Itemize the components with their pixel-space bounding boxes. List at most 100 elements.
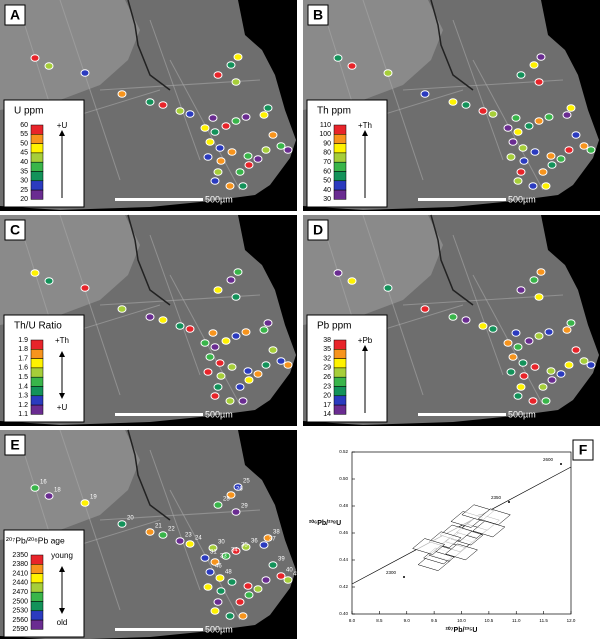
- analysis-spot: [518, 144, 528, 152]
- analysis-spot: [268, 561, 278, 569]
- scale-bar: [115, 413, 203, 416]
- analysis-spot: [478, 322, 488, 330]
- analysis-spot: [283, 576, 293, 584]
- analysis-spot: [231, 508, 241, 516]
- legend-tick: 60: [20, 122, 28, 129]
- legend-tick: 1.4: [18, 383, 28, 390]
- panel: F 8.0 8.5 9.0 9.5 10.0 10.5 11.0 11.5 12.0 0.40 0.4…: [309, 439, 594, 634]
- legend-tick: 30: [323, 196, 331, 203]
- legend-tick: 100: [319, 131, 331, 138]
- analysis-spot: [175, 107, 185, 115]
- analysis-spot: [347, 277, 357, 285]
- arrow-label: +Th: [358, 121, 372, 130]
- legend-swatch: [333, 376, 347, 387]
- analysis-spot: [158, 101, 168, 109]
- scale-bar: [115, 628, 203, 631]
- legend-swatch: [333, 124, 347, 135]
- analysis-spot: [566, 104, 576, 112]
- legend-tick: 2440: [12, 580, 28, 587]
- analysis-spot: [547, 376, 557, 384]
- scale-bar-label: 500µm: [205, 194, 233, 204]
- analysis-spot: [244, 161, 254, 169]
- legend-tick: 1.1: [18, 411, 28, 418]
- analysis-spot: [546, 367, 556, 375]
- spot-label: 23: [185, 533, 192, 539]
- analysis-spot: [546, 152, 556, 160]
- analysis-spot: [268, 131, 278, 139]
- analysis-spot: [562, 326, 572, 334]
- label-box: [307, 219, 329, 241]
- analysis-spot: [263, 534, 273, 542]
- analysis-spot: [208, 544, 218, 552]
- analysis-spot: [524, 337, 534, 345]
- analysis-spot: [556, 155, 566, 163]
- crack: [362, 0, 424, 181]
- analysis-spot: [253, 585, 263, 593]
- label-box: [4, 434, 26, 456]
- analysis-spot: [221, 337, 231, 345]
- analysis-spot: [238, 182, 248, 190]
- panel: D Pb ppm 38 35 32 29 26 23 20 17 14 +Pb 500µm: [303, 214, 600, 426]
- analysis-spot: [571, 346, 581, 354]
- legend-tick: 1.5: [18, 374, 28, 381]
- analysis-spot: [579, 142, 589, 150]
- spot-label: 36: [251, 539, 258, 545]
- legend-swatch: [30, 339, 44, 350]
- analysis-spot: [283, 361, 293, 369]
- legend-tick: 110: [320, 122, 331, 129]
- legend-swatch: [30, 134, 44, 144]
- analysis-spot: [215, 574, 225, 582]
- legend-swatch: [30, 124, 44, 135]
- spot-label: 24: [195, 536, 202, 542]
- scale-bar: [115, 198, 203, 201]
- analysis-spot: [117, 305, 127, 313]
- legend-swatch: [333, 134, 347, 144]
- analysis-spot: [208, 114, 218, 122]
- label-box: [4, 4, 26, 26]
- legend-tick: 2560: [12, 617, 28, 624]
- analysis-spot: [541, 397, 551, 405]
- arrow-head: [59, 351, 65, 357]
- analysis-spot: [530, 148, 540, 156]
- analysis-spot: [213, 598, 223, 606]
- legend-swatch: [333, 189, 347, 200]
- legend-tick: 2410: [12, 570, 28, 577]
- analysis-spot: [80, 69, 90, 77]
- spot-label: 29: [241, 504, 248, 510]
- x-tick-label: 12.0: [567, 618, 576, 623]
- analysis-spot: [158, 316, 168, 324]
- y-tick-label: 0.40: [339, 611, 348, 616]
- legend-swatch: [30, 152, 44, 163]
- analysis-spot: [208, 329, 218, 337]
- legend-tick: 2350: [12, 552, 28, 559]
- panel-label: B: [313, 7, 323, 23]
- analysis-spot: [564, 146, 574, 154]
- fracture: [127, 214, 171, 306]
- legend-tick: 35: [20, 168, 28, 175]
- analysis-spot: [203, 153, 213, 161]
- analysis-spot: [216, 372, 226, 380]
- analysis-spot: [200, 554, 210, 562]
- legend-tick: 1.3: [18, 393, 28, 400]
- analysis-spot: [259, 111, 269, 119]
- analysis-spot: [566, 319, 576, 327]
- legend-swatch: [30, 358, 44, 369]
- analysis-spot: [244, 376, 254, 384]
- arrow-head: [59, 566, 65, 572]
- analysis-spot: [145, 313, 155, 321]
- arrow-head: [59, 130, 65, 136]
- analysis-spot: [383, 69, 393, 77]
- legend-tick: 55: [20, 131, 28, 138]
- analysis-spot: [253, 370, 263, 378]
- analysis-spot: [536, 268, 546, 276]
- spot-label: 22: [168, 527, 175, 533]
- analysis-spot: [226, 61, 236, 69]
- analysis-spot: [210, 128, 220, 136]
- legend-swatch: [30, 573, 44, 584]
- analysis-spot: [276, 357, 286, 365]
- analysis-spot: [210, 392, 220, 400]
- analysis-spot: [238, 397, 248, 405]
- panel-label: E: [10, 437, 19, 453]
- legend-tick: 40: [20, 159, 28, 166]
- legend-tick: 2470: [12, 589, 28, 596]
